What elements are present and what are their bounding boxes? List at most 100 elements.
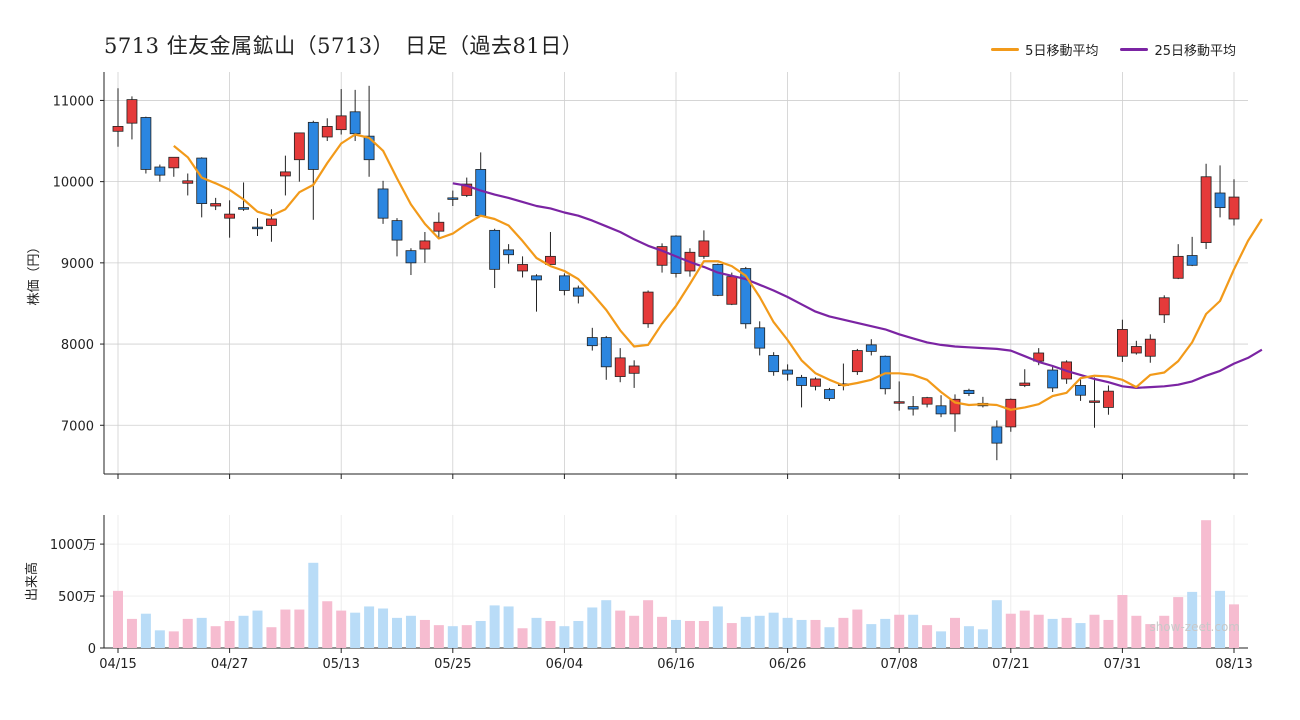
candle-down [391,220,403,241]
volume-bar [322,601,333,648]
ma25-line [452,182,1263,389]
candle-up [461,183,473,196]
volume-bar [643,600,654,648]
volume-bar [991,600,1002,648]
volume-bar [587,607,598,648]
candle-down [1075,385,1086,396]
candle-down [363,135,375,161]
volume-bar [419,619,430,648]
price-ytick-label: 7000 [61,419,94,434]
volume-bar [196,617,207,648]
price-ylabel: 株価（円） [27,240,42,305]
volume-bar [573,620,584,648]
candle-down [238,207,249,210]
candle-up [112,126,124,132]
candle-up [1172,255,1184,279]
volume-bar [1005,613,1016,648]
candle-up [1130,346,1142,354]
candle-down [140,117,152,170]
volume-bar [461,625,472,648]
candle-up [168,156,180,169]
volume-bar [1145,624,1156,648]
candlesticks [112,85,1240,461]
candle-up [1019,382,1031,386]
volume-bar [126,618,137,648]
legend-label-ma5: 5日移動平均 [1025,44,1099,59]
candle-up [266,218,277,226]
candle-up [921,397,933,405]
watermark: show-zeet.com [1149,620,1240,634]
candle-up [698,240,710,257]
volume-bar [922,625,933,648]
candle-down [1214,192,1226,209]
volume-bar [378,608,389,648]
volume-bar [294,609,305,648]
candle-up [851,350,863,373]
price-ytick-label: 8000 [61,338,94,353]
candle-down [307,121,319,170]
legend-swatch-ma25 [1120,48,1149,51]
xtick-label: 05/25 [434,657,471,672]
candle-up [949,398,961,415]
xtick-label: 07/31 [1104,657,1141,672]
volume-bar [1173,597,1184,648]
price-ytick-label: 9000 [61,257,94,272]
volume-bar [1061,617,1072,648]
candle-up [1158,297,1170,316]
candle-down [600,337,612,368]
candle-down [559,275,570,291]
volume-bar [977,629,988,648]
legend-swatch-ma5 [991,48,1020,51]
candle-down [740,268,752,325]
candle-down [754,327,766,349]
candle-down [531,275,542,281]
volume-bar [210,626,221,648]
volume-bar [796,619,807,648]
candle-up [1200,176,1212,243]
legend-item-ma25: 25日移動平均 [1120,40,1236,59]
axes [100,72,1248,653]
volume-bar [154,630,165,648]
volume-bar [1033,614,1044,648]
xtick-label: 06/16 [657,657,694,672]
volume-bar [447,626,458,648]
candle-up [642,291,654,325]
volume-bar [950,617,960,648]
xtick-label: 07/21 [992,657,1029,672]
candle-up [1005,398,1017,428]
candle-up [614,357,626,377]
volume-bar [489,605,500,648]
volume-bar [475,620,486,648]
candle-up [545,255,556,265]
volume-bar [782,617,793,648]
volume-bar [629,615,640,648]
volume-bar [1159,615,1170,648]
volume-bar [838,617,849,648]
volume-bar [113,590,123,648]
volume-bar [1201,520,1212,648]
candle-down [349,111,361,135]
xtick-label: 05/13 [322,657,359,672]
volume-bar [559,626,570,648]
volume-bar [364,606,375,648]
candle-up [224,213,236,219]
volume-ytick-label: 1000万 [50,538,96,553]
volume-bar [531,617,542,648]
volume-bar [503,606,514,648]
ma5-line [173,133,1263,411]
volume-bar [601,600,612,648]
volume-bar [754,615,765,648]
volume-bar [1229,604,1239,648]
volume-bar [671,619,681,648]
volume-bar [712,606,723,648]
volume-bar [224,620,235,648]
volume-bar [615,610,626,648]
volume-bar [336,610,347,648]
moving-averages [173,133,1263,411]
volume-ylabel: 出来高 [24,562,40,601]
candle-down [712,264,724,296]
volume-bar [392,617,402,648]
candle-down [154,166,166,176]
volume-bar [1187,591,1198,648]
